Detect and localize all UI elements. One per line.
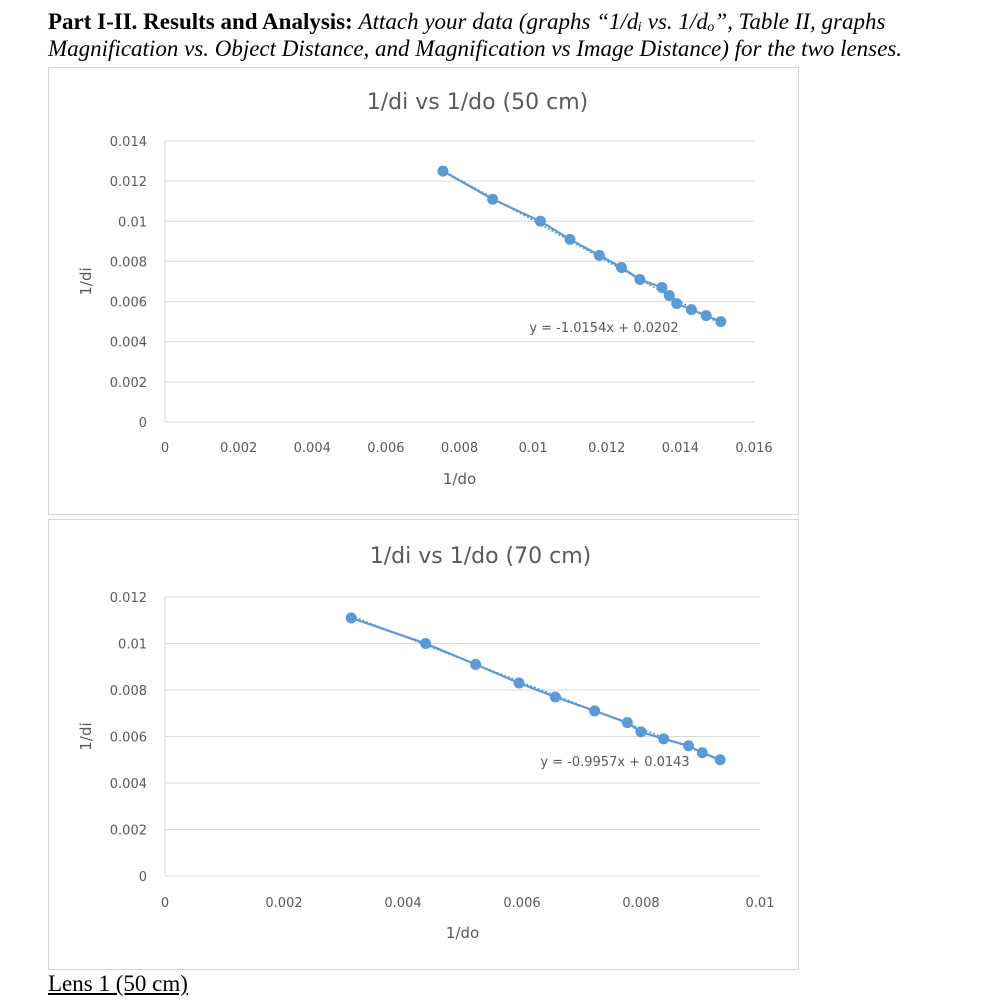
c70-y-tick-label: 0: [139, 870, 147, 885]
section-header: Part I-II. Results and Analysis: Attach …: [48, 8, 978, 62]
c70-data-point: [635, 726, 647, 738]
c50-data-point: [671, 298, 683, 310]
c70-y-tick-label: 0.012: [110, 591, 147, 606]
c70-x-tick-label: 0: [161, 896, 169, 911]
c50-trendline-equation: y = -1.0154x + 0.0202: [529, 321, 678, 336]
instruction-line-2: Magnification vs. Object Distance, and M…: [48, 36, 903, 61]
c70-y-tick-label: 0.01: [118, 638, 147, 653]
c50-x-tick-label: 0: [161, 441, 169, 456]
c50-y-axis-title: 1/di: [77, 267, 95, 295]
c50-data-point: [564, 233, 576, 245]
c50-data-point: [663, 290, 675, 302]
c50-x-tick-label: 0.014: [662, 441, 699, 456]
c70-data-point: [420, 638, 432, 649]
c70-data-point: [513, 677, 525, 689]
c50-y-tick-label: 0.012: [110, 175, 147, 190]
c70-y-tick-label: 0.002: [110, 824, 147, 839]
c70-x-tick-label: 0.004: [384, 896, 421, 911]
c50-y-tick-label: 0.01: [118, 215, 147, 230]
c70-data-point: [714, 754, 726, 766]
c50-data-point: [634, 273, 646, 285]
c50-x-tick-label: 0.01: [519, 441, 548, 456]
c70-x-tick-label: 0.01: [746, 896, 775, 911]
c50-x-tick-label: 0.008: [441, 441, 478, 456]
c70-x-tick-label: 0.008: [622, 896, 659, 911]
c50-x-tick-label: 0.012: [588, 441, 625, 456]
c50-x-tick-label: 0.004: [294, 441, 331, 456]
c70-y-axis-title: 1/di: [77, 722, 95, 750]
c70-data-point: [683, 740, 695, 752]
c50-data-point: [715, 316, 727, 328]
c70-x-tick-label: 0.002: [265, 896, 302, 911]
c50-y-tick-label: 0.014: [110, 135, 147, 150]
c50-data-point: [700, 310, 712, 322]
c70-x-axis-title: 1/do: [446, 924, 479, 942]
c50-data-point: [487, 193, 499, 205]
c50-data-point: [534, 215, 546, 227]
c50-data-point: [685, 304, 697, 316]
c70-trendline: [350, 615, 721, 761]
c70-x-tick-label: 0.006: [503, 896, 540, 911]
c70-data-point: [621, 717, 633, 729]
c70-data-point: [696, 747, 708, 759]
c70-chart-title: 1/di vs 1/do (70 cm): [370, 544, 591, 569]
c50-y-tick-label: 0.006: [110, 296, 147, 311]
c70-y-tick-label: 0.006: [110, 731, 147, 746]
c50-chart-title: 1/di vs 1/do (50 cm): [367, 90, 588, 115]
c50-data-point: [437, 165, 449, 177]
c50-y-tick-label: 0.002: [110, 376, 147, 391]
c50-x-axis-title: 1/do: [443, 470, 476, 488]
c70-data-point: [470, 658, 482, 670]
c70-data-point: [345, 612, 357, 624]
chart-50cm: 1/di vs 1/do (50 cm) 0 0.002 0.004 0.006 0.00…: [48, 67, 799, 515]
section-heading: Part I-II. Results and Analysis:: [48, 9, 353, 34]
chart-70cm-svg: 1/di vs 1/do (70 cm) 0 0.002 0.004 0.006 0.00…: [77, 544, 775, 942]
chart-50cm-svg: 1/di vs 1/do (50 cm) 0 0.002 0.004 0.006 0.00…: [77, 90, 773, 488]
c50-data-point: [615, 261, 627, 273]
c50-data-point: [656, 282, 668, 294]
c70-data-point: [549, 691, 561, 703]
c70-trendline-equation: y = -0.9957x + 0.0143: [540, 755, 689, 770]
instruction-line-1: Attach your data (graphs “1/dᵢ vs. 1/dₒ”…: [358, 9, 886, 34]
c50-y-tick-label: 0.004: [110, 336, 147, 351]
c50-x-tick-label: 0.016: [735, 441, 772, 456]
c50-y-tick-label: 0: [139, 416, 147, 431]
lens-label: Lens 1 (50 cm): [48, 971, 188, 996]
c70-y-tick-label: 0.008: [110, 684, 147, 699]
c70-data-point: [589, 705, 601, 717]
c70-y-tick-label: 0.004: [110, 777, 147, 792]
c50-data-point: [593, 249, 605, 261]
c50-y-tick-label: 0.008: [110, 255, 147, 270]
c70-data-point: [658, 733, 670, 745]
c50-x-tick-label: 0.006: [367, 441, 404, 456]
chart-70cm: 1/di vs 1/do (70 cm) 0 0.002 0.004 0.006 0.00…: [48, 519, 799, 970]
c50-x-tick-label: 0.002: [220, 441, 257, 456]
